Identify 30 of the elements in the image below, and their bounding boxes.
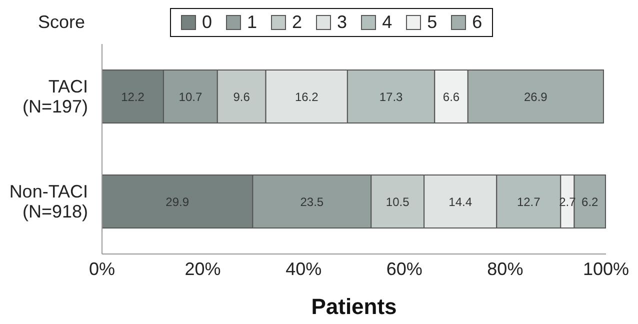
data-label: 12.7	[516, 194, 541, 209]
x-tick-label: 40%	[286, 258, 322, 279]
data-label: 9.6	[233, 90, 250, 104]
legend-label: 2	[291, 12, 302, 33]
legend-label: 5	[426, 12, 438, 33]
data-label: 23.5	[300, 194, 324, 209]
legend-label: 4	[381, 12, 392, 33]
data-label: 29.9	[166, 194, 190, 209]
data-label: 6.2	[582, 194, 599, 209]
data-label: 6.6	[442, 90, 460, 104]
data-label: 17.3	[379, 90, 404, 104]
x-tick-label: 20%	[184, 258, 221, 279]
data-label: 14.4	[448, 194, 472, 209]
y-tick-label: Non-TACI (N=918)	[9, 182, 88, 222]
x-tick-label: 60%	[386, 258, 422, 279]
legend-label: 0	[201, 12, 212, 33]
data-label: 12.2	[121, 90, 145, 104]
x-axis-title: Patients	[311, 294, 397, 319]
data-label: 10.7	[178, 90, 202, 104]
legend-title: Score	[38, 12, 86, 33]
legend-label: 6	[471, 12, 482, 33]
y-tick-label: TACI (N=197)	[22, 76, 88, 116]
data-label: 10.5	[386, 194, 410, 209]
x-tick-label: 0%	[88, 258, 116, 279]
x-tick-label: 80%	[487, 258, 524, 279]
x-tick-label: 100%	[582, 258, 630, 279]
data-label: 16.2	[294, 90, 319, 104]
legend-label: 3	[336, 12, 348, 33]
data-label: 26.9	[524, 90, 548, 104]
legend-label: 1	[246, 12, 258, 33]
